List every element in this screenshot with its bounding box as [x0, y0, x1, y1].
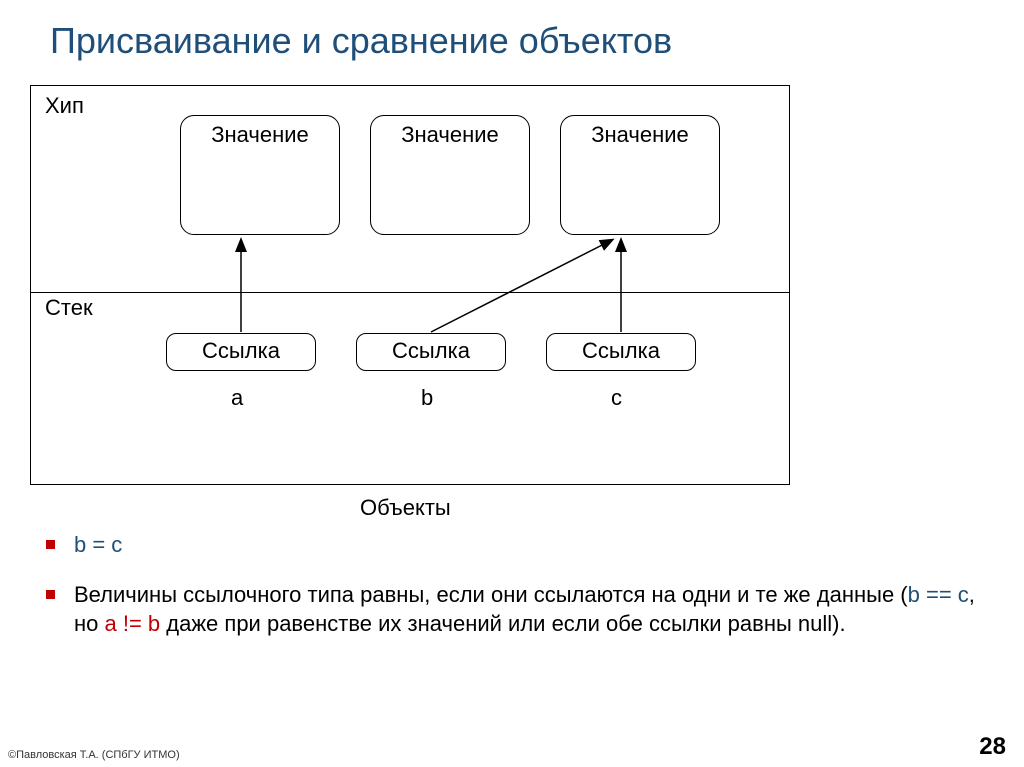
ref-box-1: Ссылка [356, 333, 506, 371]
var-label-b: b [421, 385, 433, 411]
value-box-2: Значение [560, 115, 720, 235]
bullet-segment: даже при равенстве их значений или если … [160, 611, 845, 636]
heap-stack-divider [30, 292, 790, 293]
var-label-a: a [231, 385, 243, 411]
objects-label: Объекты [360, 495, 451, 521]
bullet-list: b = c Величины ссылочного типа равны, есл… [40, 530, 980, 659]
value-box-0: Значение [180, 115, 340, 235]
bullet-segment: b = c [74, 532, 122, 557]
bullet-marker-icon [46, 590, 55, 599]
bullet-segment: a != b [105, 611, 161, 636]
page-number: 28 [979, 733, 1006, 761]
heap-label: Хип [45, 93, 84, 119]
bullet-segment: b == c [908, 582, 969, 607]
ref-box-0: Ссылка [166, 333, 316, 371]
value-box-1: Значение [370, 115, 530, 235]
bullet-1: Величины ссылочного типа равны, если они… [40, 580, 980, 639]
slide-title: Присваивание и сравнение объектов [50, 20, 672, 62]
ref-box-2: Ссылка [546, 333, 696, 371]
bullet-segment: Величины ссылочного типа равны, если они… [74, 582, 908, 607]
var-label-c: c [611, 385, 622, 411]
stack-label: Стек [45, 295, 93, 321]
bullet-marker-icon [46, 540, 55, 549]
footer-text: ©Павловская Т.А. (СПбГУ ИТМО) [8, 749, 180, 761]
bullet-0: b = c [40, 530, 980, 560]
